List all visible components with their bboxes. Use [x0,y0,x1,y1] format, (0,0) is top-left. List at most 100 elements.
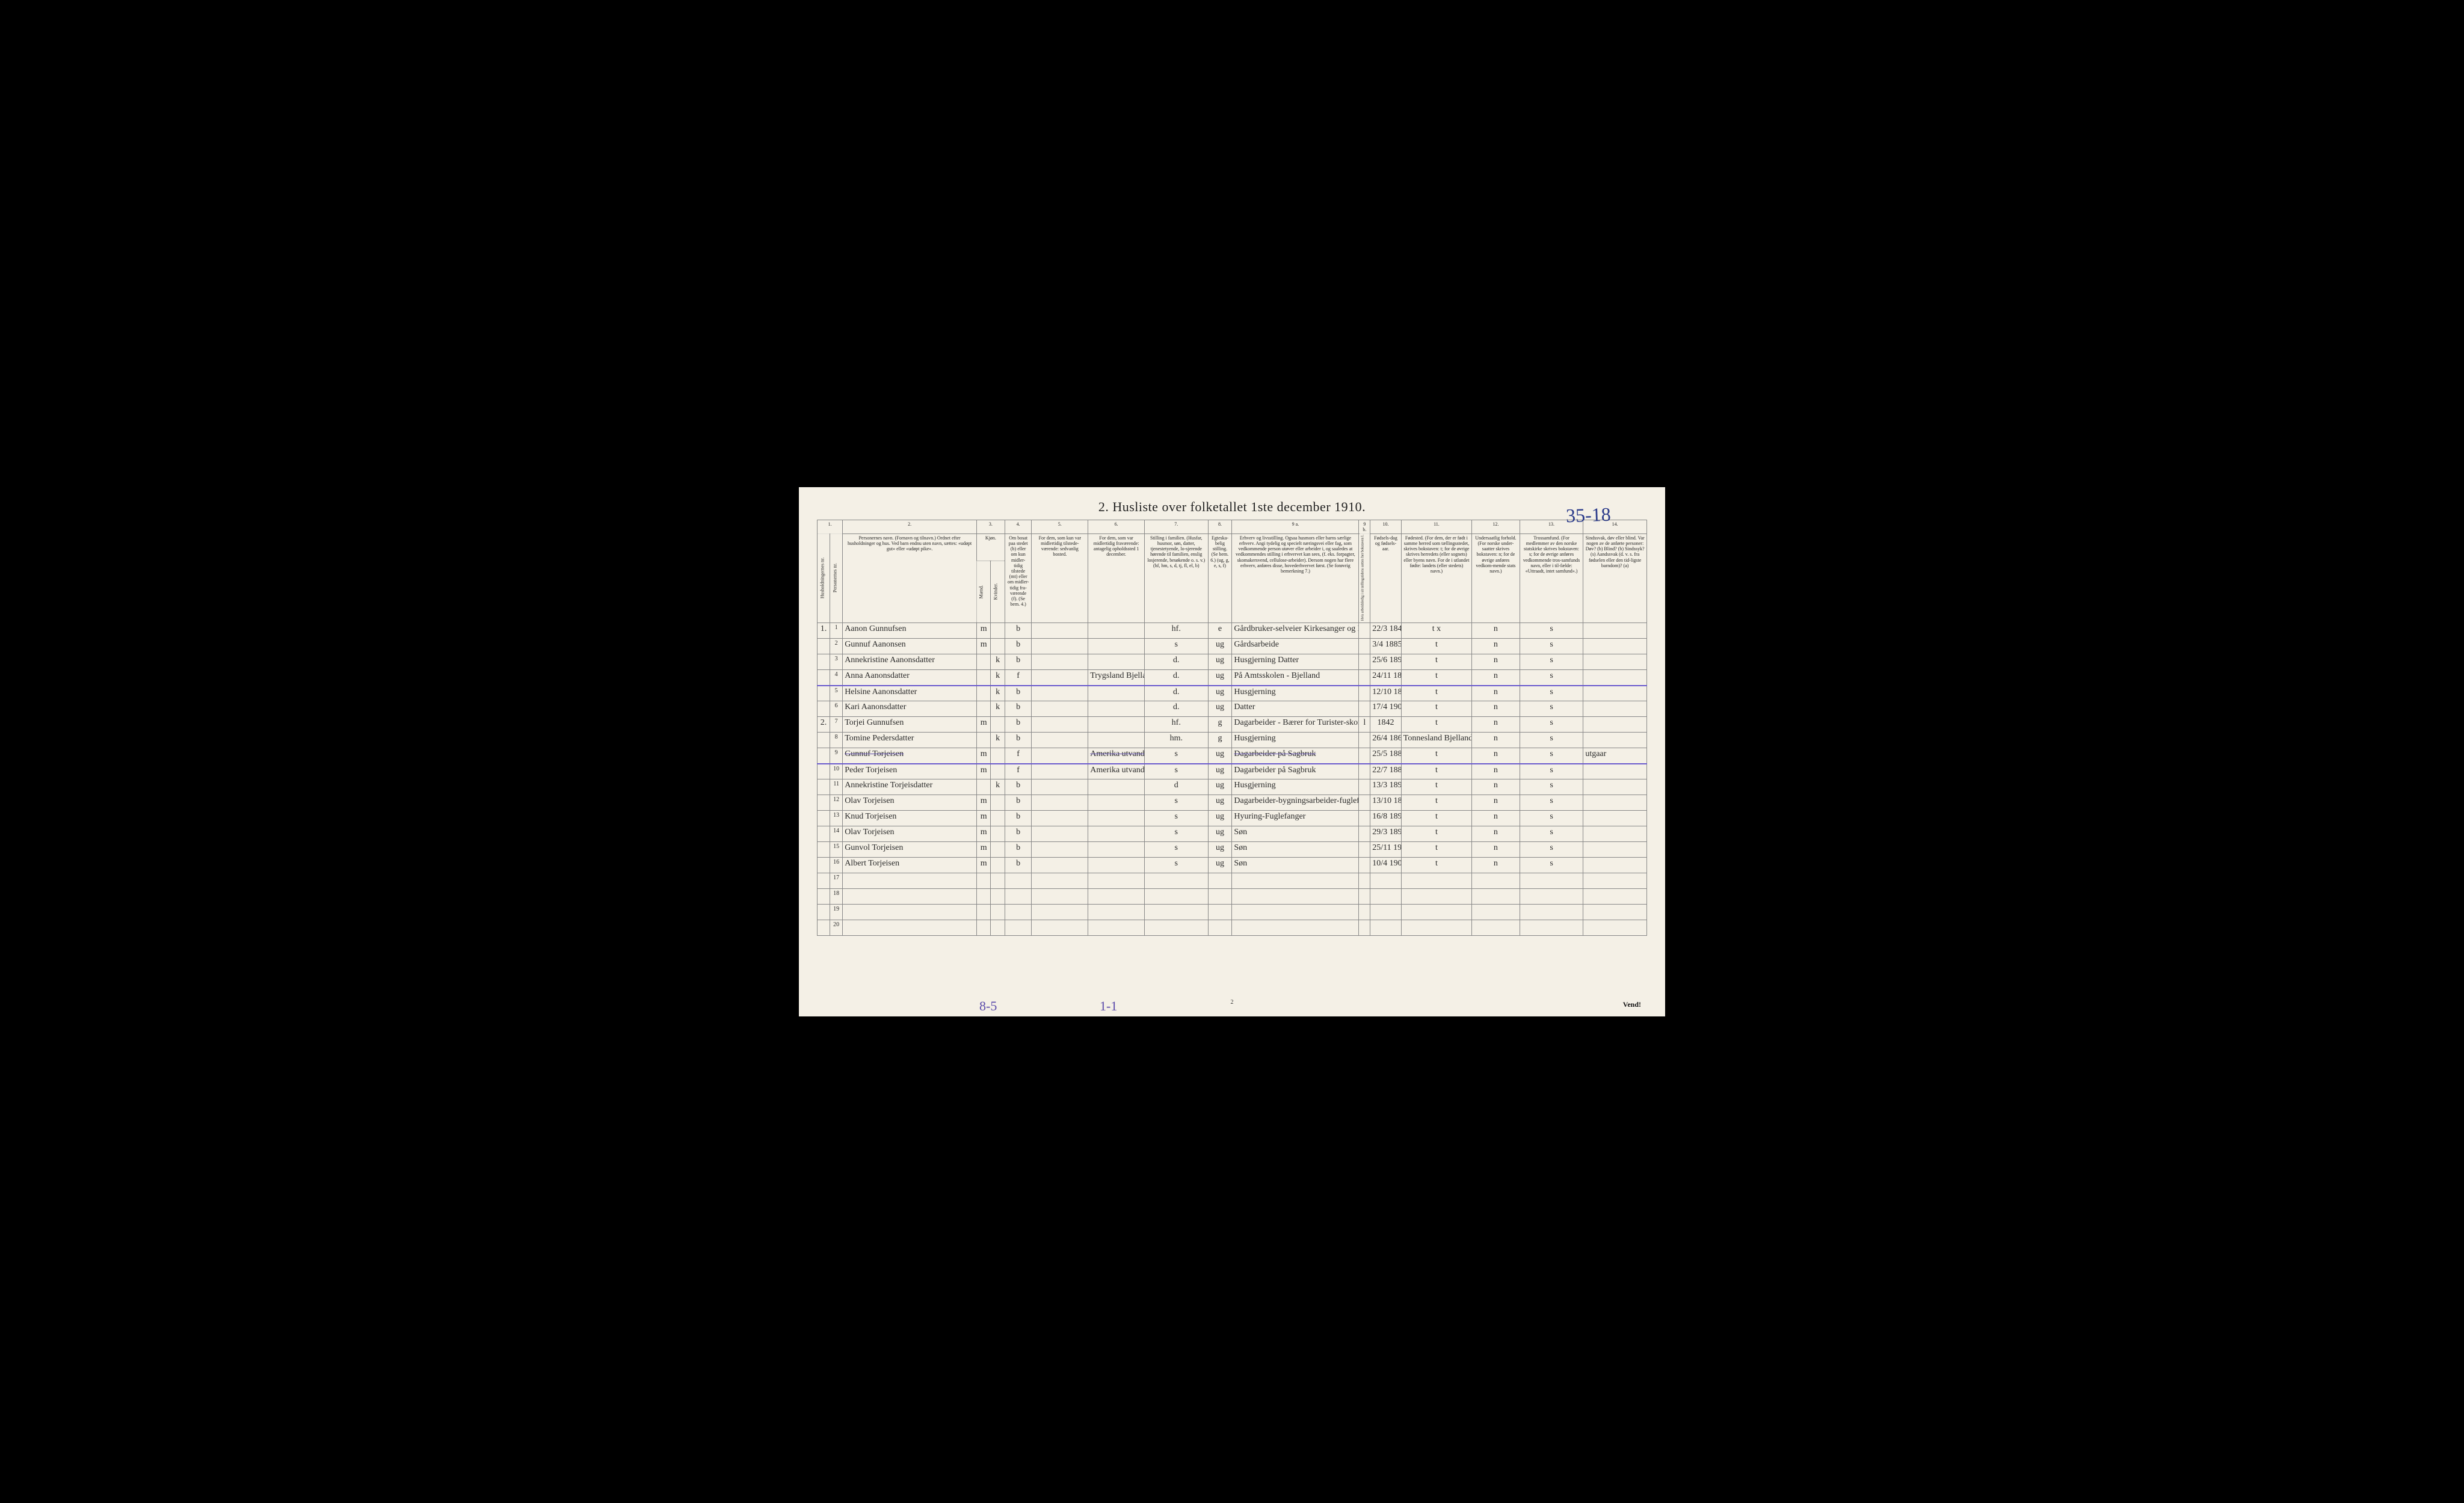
occupation: Gårdsarbeide [1232,639,1359,654]
colnum-1: 1. [818,520,843,533]
residence: b [1005,779,1032,795]
colnum-6: 6. [1088,520,1145,533]
birthplace: t [1401,795,1471,811]
empty-cell [976,873,990,889]
family-pos: s [1145,826,1209,842]
temp-absent [1088,717,1145,733]
empty-cell [1583,873,1647,889]
religion: s [1520,717,1583,733]
birthplace: t [1401,748,1471,764]
empty-cell [1370,905,1402,920]
person-num: 5 [830,686,843,701]
empty-cell: 20 [830,920,843,936]
hh-num [818,858,830,873]
empty-cell [1359,905,1370,920]
temp-present [1032,639,1088,654]
family-pos: hf. [1145,717,1209,733]
annotation-8-5: 8-5 [979,998,997,1014]
occupation: Husgjerning Datter [1232,654,1359,670]
colnum-8: 8. [1208,520,1232,533]
disability [1583,842,1647,858]
empty-cell [1370,920,1402,936]
empty-cell: 19 [830,905,843,920]
name: Gunvol Torjeisen [843,842,977,858]
disability [1583,670,1647,686]
empty-cell [1232,905,1359,920]
person-num: 10 [830,764,843,779]
sex-m: m [976,811,990,826]
birthplace: t [1401,717,1471,733]
colnum-9a: 9 a. [1232,520,1359,533]
residence: f [1005,748,1032,764]
occupation: Søn [1232,842,1359,858]
birthplace: t [1401,686,1471,701]
sex-m [976,701,990,717]
religion: s [1520,623,1583,639]
disability [1583,654,1647,670]
unemployed: l [1359,717,1370,733]
empty-cell [1401,905,1471,920]
person-num: 12 [830,795,843,811]
religion: s [1520,654,1583,670]
disability [1583,826,1647,842]
table-row: 15Gunvol TorjeisenmbsugSøn25/11 1901tns [818,842,1647,858]
empty-cell [1208,920,1232,936]
sex-k [991,639,1005,654]
nationality: n [1472,670,1520,686]
disability [1583,779,1647,795]
empty-cell [1359,873,1370,889]
name: Kari Aanonsdatter [843,701,977,717]
temp-present [1032,842,1088,858]
empty-cell [1088,889,1145,905]
occupation: På Amtsskolen - Bjelland [1232,670,1359,686]
empty-cell [1472,920,1520,936]
name: Torjei Gunnufsen [843,717,977,733]
occupation: Søn [1232,826,1359,842]
hh-num [818,701,830,717]
sex-k [991,748,1005,764]
page-title: 2. Husliste over folketallet 1ste decemb… [817,499,1647,515]
disability [1583,639,1647,654]
sex-k: k [991,701,1005,717]
empty-cell [818,905,830,920]
hh-num [818,795,830,811]
disability [1583,795,1647,811]
nationality: n [1472,748,1520,764]
empty-cell [1032,920,1088,936]
religion: s [1520,764,1583,779]
marital: ug [1208,811,1232,826]
hh-num [818,764,830,779]
empty-cell [1401,873,1471,889]
census-table: 1. 2. 3. 4. 5. 6. 7. 8. 9 a. 9 b. 10. 11… [817,520,1647,936]
table-row: 8Tomine Pedersdatterkbhm.gHusgjerning26/… [818,733,1647,748]
temp-present [1032,795,1088,811]
empty-cell [976,920,990,936]
religion: s [1520,639,1583,654]
birthplace: t [1401,826,1471,842]
birth: 24/11 1894 [1370,670,1402,686]
disability [1583,733,1647,748]
person-num: 6 [830,701,843,717]
occupation: Dagarbeider - Bærer for Turister-skonke … [1232,717,1359,733]
empty-cell [1520,920,1583,936]
sex-k: k [991,670,1005,686]
empty-cell [818,873,830,889]
empty-cell [1359,889,1370,905]
temp-present [1032,733,1088,748]
empty-cell [1005,889,1032,905]
sex-k [991,764,1005,779]
residence: b [1005,795,1032,811]
hh-num [818,826,830,842]
birthplace: t [1401,811,1471,826]
person-num: 15 [830,842,843,858]
religion: s [1520,748,1583,764]
sex-m [976,779,990,795]
residence: b [1005,858,1032,873]
hdr-9b: Hvis arbeidsledig i sit tællingstidens s… [1359,533,1370,622]
page-number: 2 [1231,999,1234,1006]
temp-present [1032,717,1088,733]
family-pos: d [1145,779,1209,795]
empty-cell [1005,873,1032,889]
birthplace: t [1401,670,1471,686]
birthplace: t x [1401,623,1471,639]
